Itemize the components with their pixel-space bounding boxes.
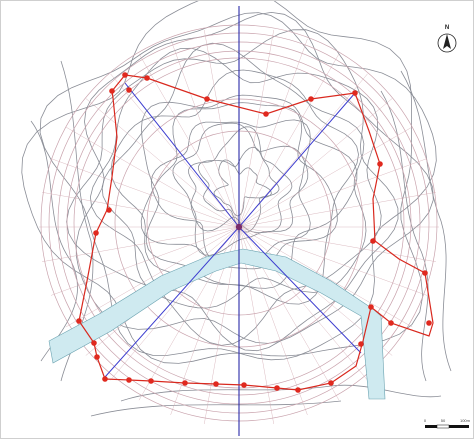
boundary-node — [126, 377, 132, 383]
boundary-node — [109, 88, 115, 94]
radial-line — [238, 192, 437, 228]
radial-line — [238, 226, 428, 296]
radial-line — [50, 226, 240, 296]
scale-bar: 0 50 100m — [424, 418, 471, 429]
boundary-node — [426, 320, 432, 326]
axis-nw — [124, 82, 240, 228]
radial-line — [238, 73, 368, 228]
boundary-node — [274, 385, 280, 391]
contour-line — [400, 70, 452, 372]
contour-line — [197, 146, 280, 233]
boundary-node — [122, 72, 128, 78]
boundary-node — [377, 161, 383, 167]
north-label: N — [445, 25, 449, 31]
contour-line — [89, 47, 382, 346]
contour-line — [172, 122, 309, 256]
radial-line — [238, 126, 413, 228]
boundary-node — [182, 380, 188, 386]
radial-line — [50, 158, 240, 228]
boundary-nodes — [76, 72, 432, 393]
radial-line — [238, 226, 413, 328]
radial-line — [238, 29, 274, 228]
contour-line — [213, 159, 272, 217]
scale-bar-seg-1 — [425, 425, 437, 428]
boundary-node — [422, 270, 428, 276]
north-arrow: N — [437, 25, 457, 53]
boundary-node — [295, 387, 301, 393]
boundary-node — [358, 341, 364, 347]
boundary-node — [263, 111, 269, 117]
radial-line — [238, 38, 308, 228]
radial-line — [41, 226, 240, 262]
radial-line — [170, 38, 240, 228]
scale-label-50: 50 — [441, 418, 446, 423]
radial-line — [65, 126, 240, 228]
contour-line — [90, 400, 342, 417]
contour-line — [101, 42, 367, 309]
boundary-node — [126, 87, 132, 93]
boundary-node — [352, 90, 358, 96]
boundary-node — [148, 378, 154, 384]
contour-line — [120, 384, 442, 402]
center-point — [235, 223, 243, 231]
radial-line — [138, 53, 240, 228]
contour-line — [66, 29, 399, 352]
boundary-node — [144, 75, 150, 81]
radial-line — [110, 226, 240, 381]
boundary-node — [388, 320, 394, 326]
radial-line — [204, 29, 240, 228]
boundary-node — [76, 318, 82, 324]
boundary-node — [370, 238, 376, 244]
radial-line — [65, 226, 240, 328]
axis-ne — [238, 92, 356, 228]
radial-line — [238, 226, 437, 262]
contour-line — [150, 119, 311, 265]
boundary-node — [106, 207, 112, 213]
boundary-node — [308, 96, 314, 102]
radial-line — [238, 158, 428, 228]
boundary-node — [102, 376, 108, 382]
contour-lines — [21, 1, 452, 417]
water-channel — [48, 248, 386, 400]
axis-sw — [104, 226, 240, 378]
sight-axes — [104, 6, 362, 436]
north-arrow-icon — [443, 34, 451, 49]
contour-line — [110, 69, 359, 305]
boundary-node — [241, 382, 247, 388]
boundary-node — [91, 340, 97, 346]
radial-line — [85, 98, 240, 228]
contour-line — [188, 126, 293, 234]
radial-line — [41, 192, 240, 228]
boundary-node — [328, 380, 334, 386]
radial-line — [110, 73, 240, 228]
site-boundary — [78, 74, 434, 391]
boundary-node — [368, 304, 374, 310]
axis-se — [238, 226, 362, 354]
radial-line — [238, 98, 393, 228]
contour-line — [380, 90, 429, 382]
boundary-node — [213, 381, 219, 387]
water-channel-band — [48, 248, 386, 400]
scale-label-0: 0 — [424, 418, 427, 423]
boundary-node — [94, 354, 100, 360]
boundary-line — [78, 74, 434, 391]
scale-bar-seg-2 — [436, 424, 450, 429]
contour-line — [75, 11, 434, 344]
boundary-node — [93, 230, 99, 236]
radial-line — [238, 53, 340, 228]
boundary-node — [204, 96, 210, 102]
contour-line — [21, 1, 424, 364]
scale-bar-seg-3 — [449, 425, 469, 428]
scale-label-100m: 100m — [460, 418, 471, 423]
